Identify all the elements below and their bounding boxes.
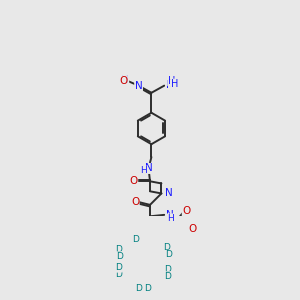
- Text: D: D: [115, 270, 122, 279]
- Text: H: H: [140, 166, 147, 175]
- Text: O: O: [189, 224, 197, 234]
- Text: O: O: [130, 176, 138, 186]
- Text: D: D: [135, 284, 142, 293]
- Text: N: N: [135, 81, 142, 91]
- Text: D: D: [144, 284, 151, 293]
- Text: D: D: [116, 252, 123, 261]
- Text: N: N: [165, 188, 173, 198]
- Text: H: H: [121, 75, 129, 85]
- Text: N: N: [166, 80, 173, 90]
- Text: H: H: [168, 76, 175, 85]
- Text: O: O: [182, 206, 190, 216]
- Text: N: N: [145, 164, 152, 173]
- Text: D: D: [163, 243, 170, 252]
- Text: O: O: [131, 197, 139, 207]
- Text: N: N: [166, 210, 173, 220]
- Text: D: D: [164, 265, 171, 274]
- Text: D: D: [115, 263, 122, 272]
- Text: O: O: [119, 76, 127, 85]
- Text: D: D: [115, 244, 122, 253]
- Text: D: D: [166, 250, 172, 259]
- Text: D: D: [164, 272, 171, 281]
- Text: H: H: [171, 79, 178, 89]
- Text: D: D: [132, 235, 139, 244]
- Text: H: H: [167, 214, 174, 223]
